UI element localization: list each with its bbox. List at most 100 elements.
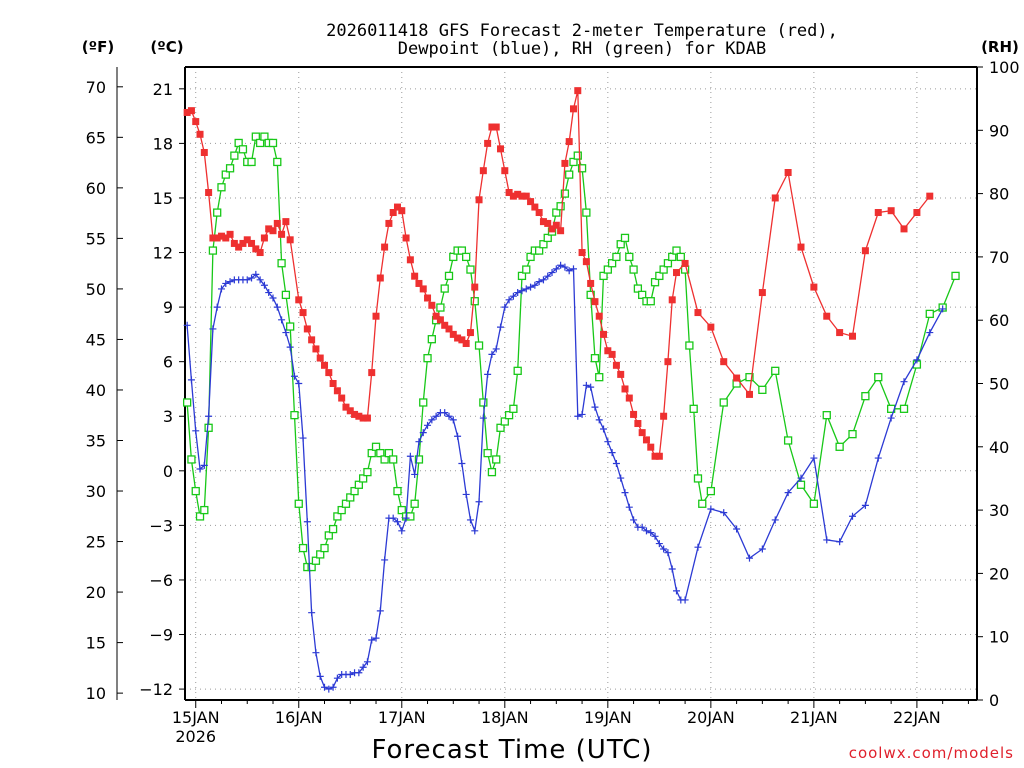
rh-point [195, 512, 205, 521]
temperature-point [415, 279, 423, 287]
temperature-point [273, 219, 281, 227]
dewpoint-point [333, 674, 341, 682]
dewpoint-point [278, 316, 286, 324]
dewpoint-point [428, 416, 436, 424]
temperature-point [664, 358, 672, 366]
rh-point [620, 233, 630, 243]
dewpoint-point [454, 432, 462, 440]
fahrenheit-tick-label: 35 [86, 431, 106, 450]
temperature-point [282, 218, 290, 226]
temperature-point [647, 443, 655, 451]
rh-point [268, 138, 278, 148]
rh-point [333, 512, 342, 521]
temperature-point [248, 239, 256, 247]
dewpoint-point [574, 412, 582, 420]
rh-point [526, 252, 535, 262]
dewpoint-point [312, 649, 320, 657]
rh-point [848, 429, 857, 439]
dewpoint-point [617, 474, 625, 482]
temperature-point [466, 329, 474, 337]
fahrenheit-tick-label: 60 [86, 179, 106, 198]
rh-point [466, 265, 475, 274]
fahrenheit-tick-label: 70 [86, 78, 106, 97]
rh-point [543, 233, 552, 243]
temperature-point [462, 339, 470, 347]
dewpoint-point [321, 683, 329, 691]
rh-point [436, 303, 445, 312]
temperature-point [836, 329, 844, 337]
rh-point [440, 284, 449, 293]
temperature-point [900, 225, 908, 233]
rh-point [672, 246, 681, 255]
dewpoint-point [733, 525, 741, 533]
rh-point [389, 455, 398, 464]
dewpoint-point [874, 454, 882, 462]
rh-point [513, 366, 522, 375]
rh-point [706, 486, 716, 496]
temperature-point [445, 325, 453, 333]
temperature-point [849, 332, 857, 340]
temperature-point [406, 256, 414, 264]
dewpoint-point [381, 556, 389, 564]
dewpoint-point [612, 460, 620, 468]
temperature-point [265, 225, 273, 233]
celsius-unit-label: (ºC) [150, 38, 183, 56]
temperature-point [333, 387, 341, 395]
dewpoint-point [810, 454, 818, 462]
celsius-tick-label: 6 [163, 353, 173, 372]
series-temperature [183, 87, 934, 460]
dewpoint-point [861, 501, 869, 509]
rh-point [539, 240, 548, 249]
x-tick-label: 16JAN [275, 708, 323, 727]
dewpoint-point [913, 356, 921, 364]
rh-point [745, 373, 754, 382]
temperature-point [316, 354, 324, 362]
dewpoint-point [458, 460, 466, 468]
rh-point [676, 252, 685, 262]
rh-point [221, 170, 230, 179]
rh-point [427, 335, 436, 344]
dewpoint-point [745, 554, 753, 562]
temperature-point [355, 412, 363, 420]
dewpoint-point [531, 281, 539, 289]
temperature-point [591, 298, 599, 306]
temperature-point [351, 410, 359, 418]
temperature-point [612, 361, 620, 369]
rh-point [273, 157, 282, 167]
rh-point [492, 455, 501, 464]
temperature-point [535, 209, 543, 217]
temperature-line [186, 90, 931, 457]
temperature-point [286, 236, 294, 244]
rh-point [358, 474, 368, 483]
rh-point [217, 183, 226, 192]
rh-point [612, 252, 621, 262]
temperature-point [393, 203, 401, 211]
celsius-tick-label: 18 [153, 134, 173, 153]
dewpoint-point [471, 527, 479, 535]
celsius-tick-label: 21 [153, 80, 173, 99]
temperature-point [509, 192, 517, 200]
dewpoint-point [282, 329, 290, 337]
temperature-point [260, 234, 268, 242]
dewpoint-point [286, 343, 294, 351]
dewpoint-point [720, 509, 728, 517]
temperature-point [694, 309, 702, 317]
dewpoint-point [269, 294, 277, 302]
rh-point [861, 392, 870, 401]
rh-point [316, 550, 325, 559]
temperature-point [926, 192, 934, 200]
series-layer [182, 87, 960, 693]
dewpoint-point [363, 658, 371, 666]
dewpoint-point [630, 516, 638, 524]
x-axis-title: Forecast Time (UTC) [371, 735, 652, 765]
x-tick-label: 21JAN [790, 708, 838, 727]
rh-point [277, 259, 286, 268]
temperature-point [205, 189, 213, 197]
temperature-point [733, 374, 741, 382]
dewpoint-point [256, 276, 264, 284]
rh-point [290, 410, 299, 420]
temperature-point [887, 207, 895, 215]
temperature-point [681, 259, 689, 267]
